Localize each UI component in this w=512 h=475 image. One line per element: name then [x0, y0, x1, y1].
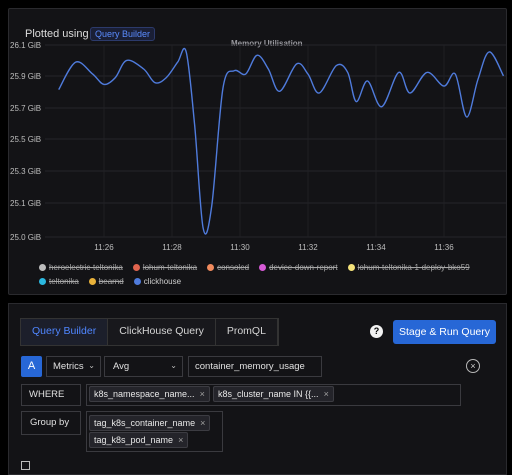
legend-label: clickhouse: [143, 277, 182, 286]
data-source-select[interactable]: Metrics ⌄: [46, 356, 101, 377]
legend-swatch: [39, 278, 46, 285]
tab-clickhouse-query[interactable]: ClickHouse Query: [108, 319, 216, 345]
where-tag[interactable]: k8s_namespace_name... ×: [89, 386, 210, 402]
legend-swatch: [347, 264, 355, 271]
x-tick-label: 11:28: [162, 243, 182, 252]
query-letter-badge[interactable]: A: [21, 356, 42, 377]
remove-tag-icon[interactable]: ×: [323, 389, 329, 399]
series-line-clickhouse[interactable]: [58, 47, 505, 235]
group-by-tag-label: tag_k8s_container_name: [94, 418, 196, 428]
y-tick-label: 26.1 GiB: [10, 41, 41, 50]
legend-item[interactable]: bearnd: [88, 275, 124, 289]
y-tick-label: 25.5 GiB: [10, 135, 41, 144]
legend-label: bearnd: [98, 277, 124, 286]
x-tick-label: 11:34: [366, 243, 386, 252]
legend-item[interactable]: device-down-report: [259, 261, 338, 275]
legend-swatch: [133, 278, 141, 285]
query-tabs: Query Builder ClickHouse Query PromQL: [20, 318, 279, 346]
metric-name-value: container_memory_usage: [195, 361, 305, 372]
group-by-label-box: Group by: [21, 411, 81, 435]
where-tag-label: k8s_cluster_name IN {{...: [218, 389, 319, 399]
x-tick-label: 11:26: [94, 243, 114, 252]
group-by-tag[interactable]: tag_k8s_container_name ×: [89, 415, 211, 431]
remove-tag-icon[interactable]: ×: [199, 389, 205, 399]
chart-title: Memory Utilisation: [231, 39, 303, 48]
tab-promql[interactable]: PromQL: [215, 319, 278, 345]
legend-swatch: [207, 264, 215, 271]
legend-item[interactable]: lohum-teltonika: [132, 261, 198, 275]
help-icon[interactable]: ?: [370, 325, 383, 338]
chevron-down-icon: ⌄: [170, 361, 177, 370]
stage-run-query-button[interactable]: Stage & Run Query: [393, 320, 496, 344]
x-tick-label: 11:32: [298, 243, 318, 252]
y-tick-label: 25.9 GiB: [10, 72, 41, 81]
tab-query-builder[interactable]: Query Builder: [21, 319, 109, 345]
memory-utilisation-chart: 26.1 GiB 25.9 GiB 25.7 GiB 25.5 GiB 25.3 GiB…: [10, 41, 506, 252]
aggregation-value: Avg: [113, 361, 130, 372]
group-by-tag[interactable]: tag_k8s_pod_name ×: [89, 432, 189, 448]
y-tick-label: 25.7 GiB: [10, 104, 41, 113]
legend-swatch: [88, 278, 96, 285]
x-tick-label: 11:30: [230, 243, 250, 252]
where-label: WHERE: [29, 389, 65, 400]
legend-label: device-down-report: [269, 263, 338, 272]
where-label-box: WHERE: [21, 384, 81, 406]
where-tag-label: k8s_namespace_name...: [94, 389, 195, 399]
y-tick-label: 25.0 GiB: [10, 233, 41, 242]
legend-item[interactable]: lohum-teltonika-1-deploy-bko59: [347, 261, 470, 275]
legend-label: lohum-teltonika: [142, 263, 198, 272]
legend-item[interactable]: consoled: [207, 261, 249, 275]
remove-tag-icon[interactable]: ×: [200, 418, 206, 428]
legend-label: heroelectric-teltonika: [49, 263, 123, 272]
legend-item[interactable]: heroelectric-teltonika: [39, 261, 123, 275]
clear-query-icon[interactable]: ×: [466, 359, 480, 373]
y-tick-label: 25.3 GiB: [10, 167, 41, 176]
legend-label: teltonika: [49, 277, 79, 286]
chart-panel: Plotted using Query Builder Memory Utili…: [8, 8, 507, 295]
legend-label: consoled: [217, 263, 250, 272]
data-source-value: Metrics: [53, 361, 84, 372]
legend-swatch: [132, 264, 140, 271]
aggregation-select[interactable]: Avg ⌄: [104, 356, 183, 377]
legend-swatch: [39, 264, 46, 271]
where-tag[interactable]: k8s_cluster_name IN {{... ×: [213, 386, 334, 402]
legend-label: lohum-teltonika-1-deploy-bko59: [357, 263, 470, 272]
legend-item[interactable]: clickhouse: [133, 275, 182, 289]
chart-legend: heroelectric-teltonika lohum-teltonika con…: [39, 261, 509, 289]
legend-swatch: [259, 264, 267, 271]
x-tick-label: 11:36: [434, 243, 454, 252]
plotted-using-label: Plotted using: [25, 28, 89, 40]
legend-item[interactable]: teltonika: [39, 275, 79, 289]
remove-tag-icon[interactable]: ×: [178, 435, 184, 445]
group-by-label: Group by: [30, 417, 70, 428]
chevron-down-icon: ⌄: [88, 361, 95, 370]
group-by-tag-label: tag_k8s_pod_name: [94, 435, 174, 445]
y-tick-label: 25.1 GiB: [10, 199, 41, 208]
query-builder-chip[interactable]: Query Builder: [90, 27, 156, 41]
metric-name-input[interactable]: container_memory_usage: [188, 356, 322, 377]
